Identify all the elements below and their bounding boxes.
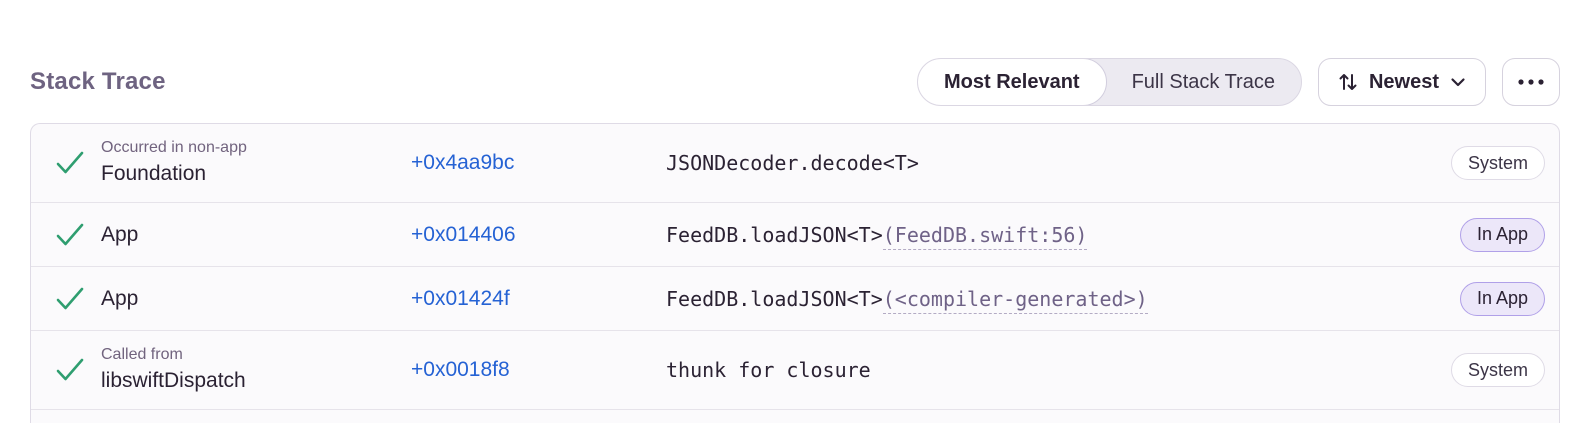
- frame-module-name: App: [101, 286, 139, 310]
- frame-module-cell: App: [101, 284, 411, 314]
- stack-frame-row[interactable]: App +0x01424f FeedDB.loadJSON<T>(<compil…: [31, 266, 1559, 330]
- frame-function-name: thunk for closure: [666, 358, 871, 382]
- frame-module-cell: Called from libswiftDispatch: [101, 344, 411, 396]
- frame-function-name: FeedDB.loadJSON<T>: [666, 222, 883, 247]
- frame-function-cell: FeedDB.loadJSON<T>(FeedDB.swift:56): [666, 220, 1444, 250]
- toggle-most-relevant[interactable]: Most Relevant: [917, 59, 1107, 105]
- page-title: Stack Trace: [30, 68, 166, 95]
- sort-order-label: Newest: [1368, 70, 1439, 93]
- trace-view-toggle: Most Relevant Full Stack Trace: [916, 58, 1302, 106]
- frame-badge: System: [1450, 353, 1545, 387]
- toggle-full-stack-trace[interactable]: Full Stack Trace: [1106, 59, 1301, 105]
- stack-frame-row[interactable]: App +0x014406 FeedDB.loadJSON<T>(FeedDB.…: [31, 202, 1559, 266]
- frame-module-name: Foundation: [101, 162, 207, 185]
- frame-address-cell: +0x0018f8: [411, 358, 666, 382]
- frame-badge-cell: System: [1450, 353, 1545, 387]
- sort-order-button[interactable]: Newest: [1317, 58, 1486, 106]
- frame-badge: System: [1450, 146, 1545, 180]
- frame-address-link[interactable]: +0x4aa9bc: [411, 151, 515, 174]
- check-icon: [55, 222, 85, 248]
- stack-frame-row[interactable]: Occurred in non-app Foundation +0x4aa9bc…: [31, 124, 1559, 202]
- frame-status-cell: [55, 357, 101, 383]
- frame-badge: In App: [1459, 217, 1545, 252]
- frame-function-cell: thunk for closure: [666, 355, 1435, 385]
- frame-function-name: FeedDB.loadJSON<T>: [666, 286, 883, 311]
- frame-badge-cell: In App: [1459, 217, 1545, 252]
- frame-module-cell: App: [101, 220, 411, 250]
- stack-trace-header: Stack Trace Most Relevant Full Stack Tra…: [30, 58, 1560, 106]
- frame-module-cell: Occurred in non-app Foundation: [101, 137, 411, 189]
- frame-module-name: App: [101, 222, 139, 246]
- frame-badge: In App: [1459, 281, 1545, 316]
- header-controls: Most Relevant Full Stack Trace Newest: [916, 58, 1560, 106]
- frame-badge-cell: In App: [1459, 281, 1545, 316]
- frame-context-label: Called from: [101, 346, 183, 363]
- frame-address-cell: +0x4aa9bc: [411, 151, 666, 175]
- check-icon: [55, 150, 85, 176]
- frame-function-cell: FeedDB.loadJSON<T>(<compiler-generated>): [666, 284, 1444, 314]
- ellipsis-icon: [1517, 78, 1545, 86]
- frame-status-cell: [55, 150, 101, 176]
- sort-arrows-icon: [1337, 71, 1359, 93]
- frame-function-name: JSONDecoder.decode<T>: [666, 151, 919, 175]
- frame-address-cell: +0x014406: [411, 223, 666, 247]
- frame-source-annotation[interactable]: (FeedDB.swift:56): [882, 222, 1088, 250]
- check-icon: [55, 286, 85, 312]
- chevron-down-icon: [1449, 73, 1467, 91]
- frame-badge-cell: System: [1450, 146, 1545, 180]
- frame-address-link[interactable]: +0x0018f8: [411, 358, 510, 381]
- frame-source-annotation[interactable]: (<compiler-generated>): [882, 286, 1148, 314]
- stack-trace-table: Occurred in non-app Foundation +0x4aa9bc…: [30, 123, 1560, 423]
- frame-status-cell: [55, 222, 101, 248]
- frame-context-label: Occurred in non-app: [101, 139, 247, 156]
- frame-address-link[interactable]: +0x014406: [411, 222, 516, 246]
- frame-module-name: libswiftDispatch: [101, 369, 246, 392]
- frame-function-cell: JSONDecoder.decode<T>: [666, 148, 1435, 178]
- check-icon: [55, 357, 85, 383]
- more-options-button[interactable]: [1502, 58, 1560, 106]
- frame-status-cell: [55, 286, 101, 312]
- stack-frame-row[interactable]: Called from libswiftDispatch +0x0018f8 t…: [31, 330, 1559, 409]
- next-frame-row-partial: [31, 409, 1559, 423]
- frame-address-cell: +0x01424f: [411, 287, 666, 311]
- frame-address-link[interactable]: +0x01424f: [411, 286, 510, 310]
